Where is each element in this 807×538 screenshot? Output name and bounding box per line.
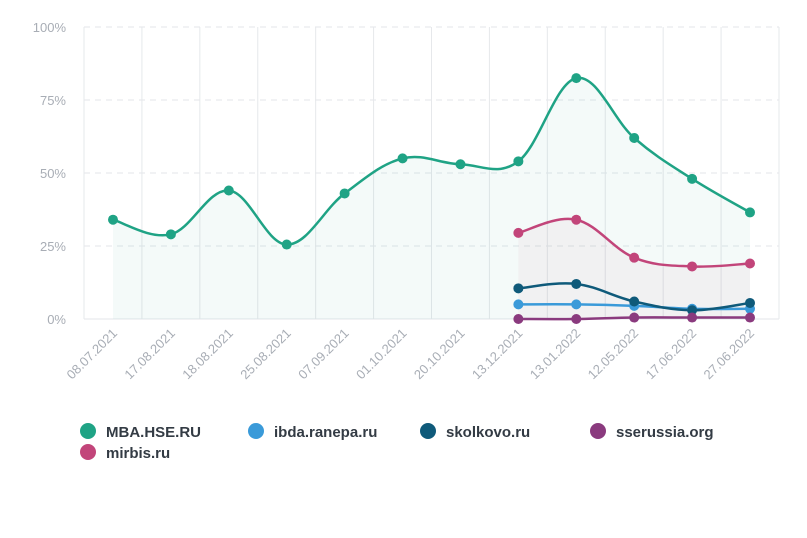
point-skolkovo-ru[interactable] — [629, 296, 640, 307]
legend-marker — [248, 423, 264, 439]
legend-label: mirbis.ru — [106, 445, 170, 462]
x-tick-label: 08.07.2021 — [63, 326, 120, 383]
point-skolkovo-ru[interactable] — [571, 278, 582, 289]
x-tick-label: 13.01.2022 — [527, 326, 584, 383]
x-tick-label: 07.09.2021 — [295, 326, 352, 383]
point-skolkovo-ru[interactable] — [745, 297, 755, 308]
legend-label: MBA.HSE.RU — [106, 424, 201, 441]
point-ibda-ranepa-ru[interactable] — [513, 299, 524, 310]
point-mba-hse-ru[interactable] — [339, 188, 350, 199]
point-mba-hse-ru[interactable] — [165, 229, 176, 240]
point-mirbis-ru[interactable] — [571, 214, 582, 225]
x-axis: 08.07.2021 17.08.2021 18.08.2021 25.08.2021… — [63, 326, 757, 383]
legend-item-ibda-ranepa-ru[interactable]: ibda.ranepa.ru — [248, 423, 377, 441]
legend-marker — [590, 423, 606, 439]
legend-item-mba-hse-ru[interactable]: MBA.HSE.RU — [80, 423, 201, 441]
point-ibda-ranepa-ru[interactable] — [571, 299, 582, 310]
point-sserussia-org[interactable] — [745, 312, 755, 323]
grid — [83, 26, 780, 320]
x-tick-label: 18.08.2021 — [179, 326, 236, 383]
legend-label: sserussia.org — [616, 424, 714, 441]
x-tick-label: 01.10.2021 — [353, 326, 410, 383]
point-mba-hse-ru[interactable] — [397, 153, 408, 164]
x-tick-label: 27.06.2022 — [700, 326, 757, 383]
legend-item-mirbis-ru[interactable]: mirbis.ru — [80, 444, 170, 462]
area-mirbis-ru — [518, 218, 750, 319]
point-mirbis-ru[interactable] — [629, 252, 640, 263]
point-sserussia-org[interactable] — [687, 312, 698, 323]
point-mba-hse-ru[interactable] — [745, 207, 755, 218]
y-tick-label: 0% — [47, 312, 66, 327]
point-mba-hse-ru[interactable] — [629, 132, 640, 143]
point-mba-hse-ru[interactable] — [455, 159, 466, 170]
x-tick-label: 12.05.2022 — [585, 326, 642, 383]
x-tick-label: 25.08.2021 — [237, 326, 294, 383]
point-sserussia-org[interactable] — [629, 312, 640, 323]
y-tick-label: 50% — [40, 166, 66, 181]
x-tick-label: 20.10.2021 — [411, 326, 468, 383]
legend-marker — [80, 423, 96, 439]
point-mba-hse-ru[interactable] — [571, 73, 582, 84]
legend-marker — [80, 444, 96, 460]
legend-label: skolkovo.ru — [446, 424, 530, 441]
point-mba-hse-ru[interactable] — [223, 185, 234, 196]
point-mba-hse-ru[interactable] — [513, 156, 524, 167]
x-tick-label: 17.08.2021 — [121, 326, 178, 383]
legend-label: ibda.ranepa.ru — [274, 424, 377, 441]
point-mba-hse-ru[interactable] — [108, 214, 118, 225]
x-tick-label: 13.12.2021 — [469, 326, 526, 383]
point-skolkovo-ru[interactable] — [513, 283, 524, 294]
point-mba-hse-ru[interactable] — [281, 239, 292, 250]
series-points — [108, 73, 755, 324]
y-tick-label: 100% — [33, 20, 67, 35]
y-axis: 0% 25% 50% 75% 100% — [33, 20, 67, 327]
y-tick-label: 25% — [40, 239, 66, 254]
point-mirbis-ru[interactable] — [687, 261, 698, 272]
point-skolkovo-ru[interactable] — [687, 305, 698, 316]
point-mba-hse-ru[interactable] — [687, 173, 698, 184]
legend-marker — [420, 423, 436, 439]
point-sserussia-org[interactable] — [513, 314, 524, 324]
area-mba-hse-ru — [113, 77, 750, 319]
x-tick-label: 17.06.2022 — [643, 326, 700, 383]
legend: MBA.HSE.RU ibda.ranepa.ru skolkovo.ru sseru… — [80, 423, 714, 462]
series-areas — [113, 77, 750, 319]
y-tick-label: 75% — [40, 93, 66, 108]
point-mirbis-ru[interactable] — [745, 258, 755, 269]
point-mirbis-ru[interactable] — [513, 227, 524, 238]
legend-item-skolkovo-ru[interactable]: skolkovo.ru — [420, 423, 530, 441]
point-sserussia-org[interactable] — [571, 314, 582, 324]
legend-item-sserussia-org[interactable]: sserussia.org — [590, 423, 714, 441]
